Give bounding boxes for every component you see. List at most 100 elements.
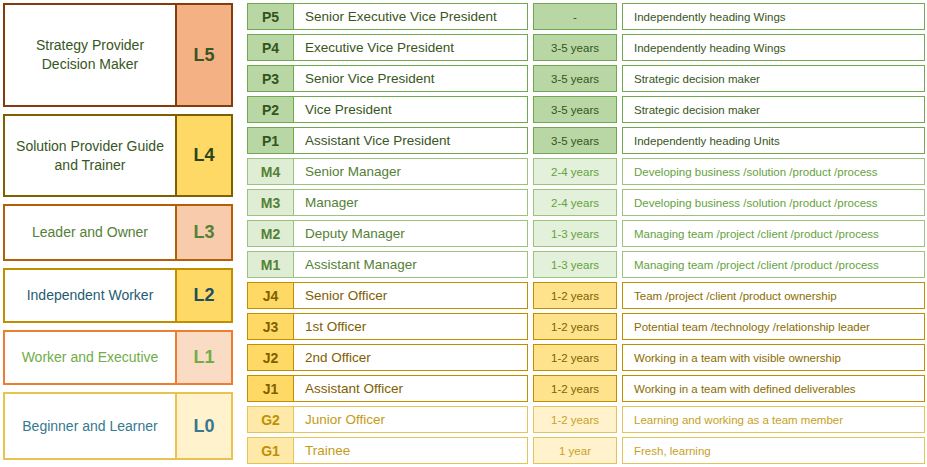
- grade-table: P5 Senior Executive Vice President - Ind…: [247, 3, 925, 467]
- grade-title: Senior Officer: [294, 283, 527, 308]
- grade-description: Strategic decision maker: [622, 96, 925, 123]
- grade-title: Assistant Vice President: [294, 128, 527, 153]
- level-label: Beginner and Learner: [5, 394, 175, 458]
- grade-badge: J4: [248, 283, 294, 308]
- grade-badge: M3: [248, 190, 294, 215]
- experience-duration: 1-2 years: [533, 375, 617, 402]
- grade-description: Independently heading Wings: [622, 3, 925, 30]
- grade-row-m4: M4 Senior Manager 2-4 years Developing b…: [247, 158, 925, 185]
- grade-main-box: M1 Assistant Manager: [247, 251, 528, 278]
- grade-row-g1: G1 Trainee 1 year Fresh, learning: [247, 437, 925, 464]
- grade-title: Executive Vice President: [294, 35, 527, 60]
- level-label-text: Strategy Provider Decision Maker: [13, 36, 167, 74]
- experience-duration: 1-2 years: [533, 313, 617, 340]
- experience-duration: 1-3 years: [533, 220, 617, 247]
- level-label: Leader and Owner: [5, 206, 175, 259]
- grade-description: Managing team /project /client /product …: [622, 251, 925, 278]
- grade-description: Independently heading Wings: [622, 34, 925, 61]
- grade-description: Team /project /client /product ownership: [622, 282, 925, 309]
- grade-main-box: J4 Senior Officer: [247, 282, 528, 309]
- grade-row-j1: J1 Assistant Officer 1-2 years Working i…: [247, 375, 925, 402]
- grade-badge: G2: [248, 407, 294, 432]
- grade-title: Senior Manager: [294, 159, 527, 184]
- level-label: Solution Provider Guide and Trainer: [5, 116, 175, 195]
- grade-badge: P4: [248, 35, 294, 60]
- grade-main-box: J3 1st Officer: [247, 313, 528, 340]
- grade-description: Working in a team with visible ownership: [622, 344, 925, 371]
- experience-duration: 1 year: [533, 437, 617, 464]
- grade-badge: M1: [248, 252, 294, 277]
- grade-main-box: M4 Senior Manager: [247, 158, 528, 185]
- grade-badge: G1: [248, 438, 294, 463]
- grade-main-box: J2 2nd Officer: [247, 344, 528, 371]
- level-tab-l5: L5: [175, 5, 231, 105]
- grade-row-j3: J3 1st Officer 1-2 years Potential team …: [247, 313, 925, 340]
- experience-duration: 2-4 years: [533, 189, 617, 216]
- grade-main-box: M2 Deputy Manager: [247, 220, 528, 247]
- grade-title: Deputy Manager: [294, 221, 527, 246]
- grade-description: Independently heading Units: [622, 127, 925, 154]
- experience-duration: 1-2 years: [533, 282, 617, 309]
- grade-row-p2: P2 Vice President 3-5 years Strategic de…: [247, 96, 925, 123]
- grade-badge: J3: [248, 314, 294, 339]
- grade-title: 2nd Officer: [294, 345, 527, 370]
- level-panel: Strategy Provider Decision Maker L5 Solu…: [3, 3, 233, 467]
- level-box-l2: Independent Worker L2: [3, 268, 233, 323]
- level-box-l3: Leader and Owner L3: [3, 204, 233, 261]
- grade-description: Developing business /solution /product /…: [622, 158, 925, 185]
- level-label: Worker and Executive: [5, 332, 175, 383]
- grade-badge: M4: [248, 159, 294, 184]
- grade-badge: M2: [248, 221, 294, 246]
- grade-main-box: P4 Executive Vice President: [247, 34, 528, 61]
- grade-row-m1: M1 Assistant Manager 1-3 years Managing …: [247, 251, 925, 278]
- grade-badge: J2: [248, 345, 294, 370]
- grade-description: Developing business /solution /product /…: [622, 189, 925, 216]
- grade-row-j2: J2 2nd Officer 1-2 years Working in a te…: [247, 344, 925, 371]
- grade-description: Fresh, learning: [622, 437, 925, 464]
- grade-row-p5: P5 Senior Executive Vice President - Ind…: [247, 3, 925, 30]
- experience-duration: 2-4 years: [533, 158, 617, 185]
- grade-row-p4: P4 Executive Vice President 3-5 years In…: [247, 34, 925, 61]
- grade-title: Manager: [294, 190, 527, 215]
- grade-description: Learning and working as a team member: [622, 406, 925, 433]
- grade-main-box: P3 Senior Vice President: [247, 65, 528, 92]
- level-box-l1: Worker and Executive L1: [3, 330, 233, 385]
- experience-duration: 3-5 years: [533, 96, 617, 123]
- grade-main-box: P5 Senior Executive Vice President: [247, 3, 528, 30]
- grade-main-box: P2 Vice President: [247, 96, 528, 123]
- level-tab-l1: L1: [175, 332, 231, 383]
- grade-title: 1st Officer: [294, 314, 527, 339]
- level-box-l5: Strategy Provider Decision Maker L5: [3, 3, 233, 107]
- grade-main-box: M3 Manager: [247, 189, 528, 216]
- grade-row-p1: P1 Assistant Vice President 3-5 years In…: [247, 127, 925, 154]
- level-box-l4: Solution Provider Guide and Trainer L4: [3, 114, 233, 197]
- grade-main-box: G1 Trainee: [247, 437, 528, 464]
- grade-title: Junior Officer: [294, 407, 527, 432]
- grade-description: Strategic decision maker: [622, 65, 925, 92]
- level-box-l0: Beginner and Learner L0: [3, 392, 233, 460]
- level-label-text: Independent Worker: [27, 286, 154, 305]
- experience-duration: -: [533, 3, 617, 30]
- experience-duration: 1-2 years: [533, 406, 617, 433]
- grade-title: Assistant Manager: [294, 252, 527, 277]
- grade-row-j4: J4 Senior Officer 1-2 years Team /projec…: [247, 282, 925, 309]
- experience-duration: 1-2 years: [533, 344, 617, 371]
- grade-description: Potential team /technology /relationship…: [622, 313, 925, 340]
- grade-title: Vice President: [294, 97, 527, 122]
- grade-main-box: J1 Assistant Officer: [247, 375, 528, 402]
- experience-duration: 1-3 years: [533, 251, 617, 278]
- grade-main-box: G2 Junior Officer: [247, 406, 528, 433]
- grade-row-p3: P3 Senior Vice President 3-5 years Strat…: [247, 65, 925, 92]
- experience-duration: 3-5 years: [533, 65, 617, 92]
- level-label: Independent Worker: [5, 270, 175, 321]
- level-tab-l2: L2: [175, 270, 231, 321]
- level-label: Strategy Provider Decision Maker: [5, 5, 175, 105]
- grade-row-m2: M2 Deputy Manager 1-3 years Managing tea…: [247, 220, 925, 247]
- grade-description: Working in a team with defined deliverab…: [622, 375, 925, 402]
- experience-duration: 3-5 years: [533, 127, 617, 154]
- grade-title: Trainee: [294, 438, 527, 463]
- grade-badge: P1: [248, 128, 294, 153]
- grade-main-box: P1 Assistant Vice President: [247, 127, 528, 154]
- grade-badge: P3: [248, 66, 294, 91]
- grade-title: Senior Vice President: [294, 66, 527, 91]
